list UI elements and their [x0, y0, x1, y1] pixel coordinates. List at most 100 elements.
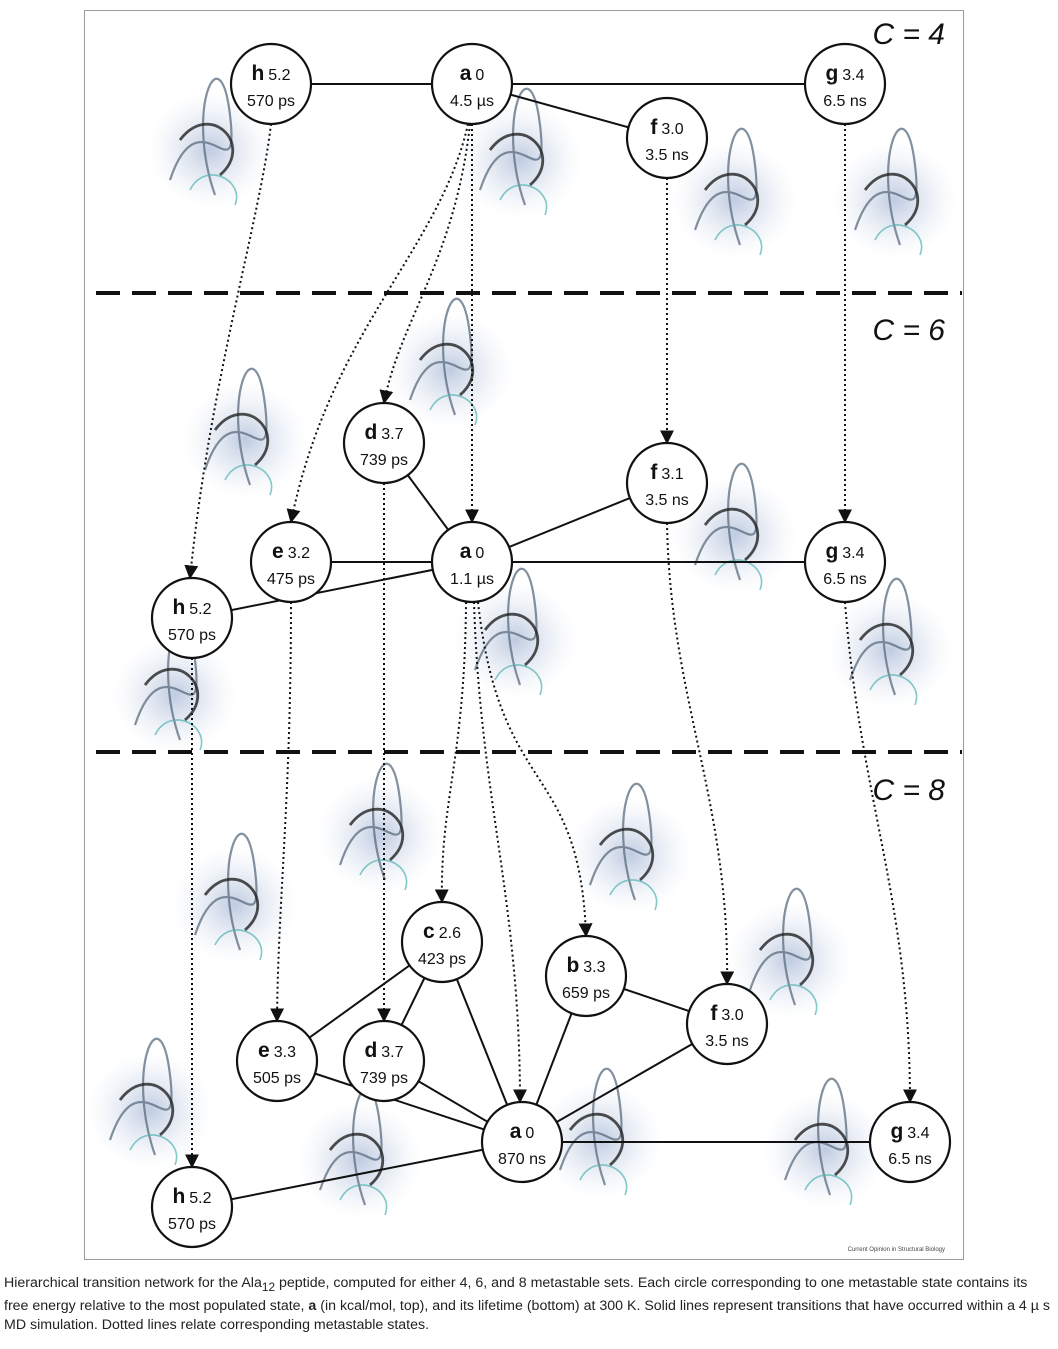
- state-lifetime: 3.5 ns: [705, 1033, 749, 1050]
- correspondence-c6-f-to-c8-f: [666, 522, 735, 986]
- state-node-c6-a: a 0 1.1 µs: [430, 520, 514, 604]
- caption-bold-state: a: [308, 1297, 317, 1314]
- level-label-1: C = 4: [872, 18, 945, 51]
- state-free-energy: 2.6: [439, 925, 461, 942]
- state-letter: b: [566, 954, 579, 977]
- correspondence-c6-g-to-c8-g: [844, 601, 917, 1104]
- state-circle: [430, 520, 514, 604]
- state-circle: [430, 42, 514, 126]
- state-lifetime: 3.5 ns: [645, 492, 689, 509]
- correspondence-c4-a-to-c6-e: [286, 123, 469, 524]
- state-free-energy: 3.1: [661, 466, 683, 483]
- state-label: f 3.1: [650, 461, 683, 484]
- state-label: e 3.3: [258, 1039, 296, 1062]
- caption-subscript: 12: [261, 1279, 276, 1294]
- peptide-structure-image: [173, 832, 297, 963]
- peptide-structure-image: [453, 567, 577, 698]
- peptide-structure-image: [673, 462, 797, 593]
- peptide-structure-image: [148, 77, 272, 208]
- level-label-2: C = 6: [872, 314, 945, 347]
- state-free-energy: 3.7: [381, 426, 403, 443]
- state-circle: [803, 520, 887, 604]
- state-circle: [342, 401, 426, 485]
- state-node-c8-e: e 3.3 505 ps: [235, 1019, 319, 1103]
- state-free-energy: 3.2: [288, 545, 310, 562]
- state-label: g 3.4: [825, 540, 864, 563]
- state-lifetime: 423 ps: [418, 951, 466, 968]
- figure-frame: [84, 10, 964, 1260]
- level-dividers: [96, 291, 962, 754]
- state-letter: e: [258, 1039, 270, 1062]
- state-letter: d: [364, 1039, 377, 1062]
- state-letter: h: [172, 1185, 185, 1208]
- state-free-energy: 3.4: [907, 1125, 929, 1142]
- state-lifetime: 570 ps: [247, 93, 295, 110]
- state-circle: [150, 576, 234, 660]
- correspondence-c6-a-to-c8-a: [473, 601, 527, 1104]
- state-free-energy: 0: [475, 545, 484, 562]
- peptide-structure-image: [568, 782, 692, 913]
- state-label: g 3.4: [890, 1120, 929, 1143]
- state-lifetime: 505 ps: [253, 1070, 301, 1087]
- state-circle: [249, 520, 333, 604]
- state-letter: g: [825, 62, 838, 85]
- state-free-energy: 5.2: [189, 601, 211, 618]
- state-free-energy: 3.3: [274, 1044, 296, 1061]
- state-label: h 5.2: [251, 62, 290, 85]
- state-letter: h: [251, 62, 264, 85]
- state-free-energy: 5.2: [268, 67, 290, 84]
- state-letter: c: [423, 920, 435, 943]
- state-node-c6-d: d 3.7 739 ps: [342, 401, 426, 485]
- state-circle: [480, 1100, 564, 1184]
- state-node-c8-b: b 3.3 659 ps: [544, 934, 628, 1018]
- peptide-structure-image: [318, 762, 442, 893]
- state-node-c4-g: g 3.4 6.5 ns: [803, 42, 887, 126]
- state-lifetime: 870 ns: [498, 1151, 546, 1168]
- state-lifetime: 570 ps: [168, 1216, 216, 1233]
- state-label: f 3.0: [710, 1002, 743, 1025]
- peptide-structure-image: [833, 127, 957, 258]
- journal-credit: Current Opinion in Structural Biology: [848, 1247, 945, 1253]
- state-letter: a: [510, 1120, 522, 1143]
- peptide-structure-image: [298, 1087, 422, 1218]
- state-circle: [685, 982, 769, 1066]
- state-letter: a: [460, 62, 472, 85]
- state-circle: [625, 96, 709, 180]
- state-label: d 3.7: [364, 421, 403, 444]
- state-free-energy: 5.2: [189, 1190, 211, 1207]
- state-circle: [544, 934, 628, 1018]
- state-free-energy: 3.7: [381, 1044, 403, 1061]
- peptide-structure-image: [458, 87, 582, 218]
- state-letter: e: [272, 540, 284, 563]
- state-circle: [150, 1165, 234, 1249]
- level-labels: C = 4 C = 6 C = 8: [872, 18, 945, 807]
- state-lifetime: 6.5 ns: [888, 1151, 932, 1168]
- state-label: b 3.3: [566, 954, 605, 977]
- state-label: h 5.2: [172, 1185, 211, 1208]
- state-letter: g: [825, 540, 838, 563]
- state-letter: g: [890, 1120, 903, 1143]
- peptide-structure-image: [763, 1077, 887, 1208]
- state-node-c6-f: f 3.1 3.5 ns: [625, 441, 709, 525]
- state-lifetime: 739 ps: [360, 452, 408, 469]
- state-lifetime: 6.5 ns: [823, 93, 867, 110]
- state-lifetime: 1.1 µs: [450, 571, 494, 588]
- peptide-structure-image: [538, 1067, 662, 1198]
- correspondence-c6-a-to-c8-c: [434, 601, 467, 904]
- state-letter: d: [364, 421, 377, 444]
- correspondence-c6-e-to-c8-e: [270, 601, 292, 1023]
- state-lifetime: 4.5 µs: [450, 93, 494, 110]
- state-node-c8-c: c 2.6 423 ps: [400, 900, 484, 984]
- state-free-energy: 3.3: [583, 959, 605, 976]
- state-letter: f: [650, 461, 658, 484]
- state-lifetime: 659 ps: [562, 985, 610, 1002]
- state-node-c6-g: g 3.4 6.5 ns: [803, 520, 887, 604]
- peptide-structure-image: [113, 622, 237, 753]
- state-label: e 3.2: [272, 540, 310, 563]
- state-letter: a: [460, 540, 472, 563]
- state-circle: [229, 42, 313, 126]
